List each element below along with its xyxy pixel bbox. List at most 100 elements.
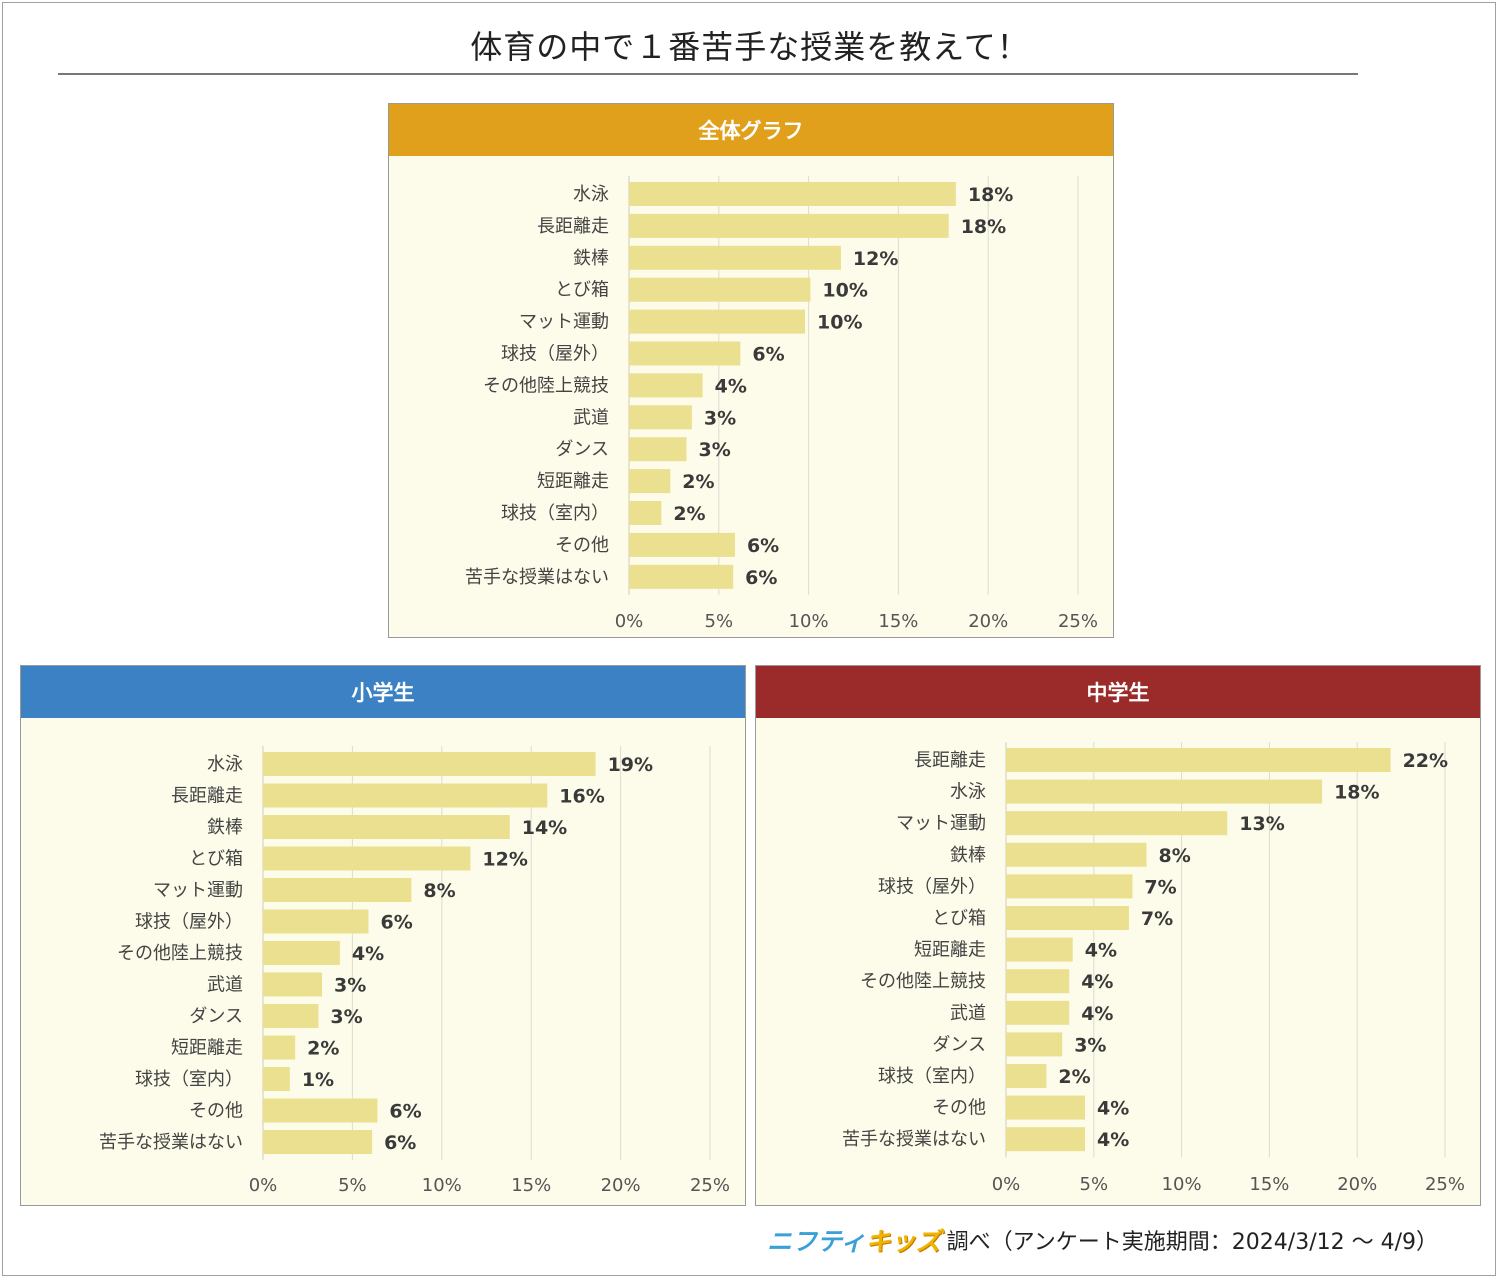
category-label: とび箱 bbox=[555, 280, 609, 301]
x-tick-label: 20% bbox=[1337, 1174, 1377, 1195]
bar bbox=[1006, 779, 1323, 804]
bar bbox=[1006, 748, 1391, 772]
category-label: 苦手な授業はない bbox=[465, 567, 609, 588]
value-label: 3% bbox=[334, 975, 366, 997]
x-tick-label: 0% bbox=[249, 1175, 278, 1196]
bar bbox=[263, 1098, 378, 1123]
x-tick-label: 0% bbox=[992, 1174, 1021, 1195]
bar bbox=[263, 783, 548, 808]
bar bbox=[629, 532, 735, 557]
value-label: 4% bbox=[1081, 971, 1113, 993]
category-label: 球技（室内） bbox=[501, 503, 609, 524]
bar bbox=[629, 469, 671, 494]
x-tick-label: 20% bbox=[601, 1175, 641, 1196]
panel-overall-title: 全体グラフ bbox=[698, 119, 804, 143]
category-label: ダンス bbox=[555, 439, 609, 460]
bar bbox=[263, 1004, 319, 1028]
value-label: 4% bbox=[1097, 1098, 1129, 1120]
category-label: その他 bbox=[189, 1101, 243, 1122]
value-label: 14% bbox=[522, 817, 567, 839]
category-label: 苦手な授業はない bbox=[99, 1132, 243, 1153]
panel-junior-high-header: 中学生 bbox=[756, 666, 1480, 718]
x-tick-label: 25% bbox=[1058, 611, 1098, 632]
category-label: 短距離走 bbox=[537, 471, 609, 492]
category-label: 球技（屋外） bbox=[135, 912, 243, 933]
category-label: 武道 bbox=[573, 407, 609, 428]
value-label: 2% bbox=[307, 1038, 339, 1060]
bar bbox=[263, 752, 596, 776]
value-label: 4% bbox=[1097, 1129, 1129, 1151]
bar bbox=[263, 1130, 373, 1154]
value-label: 12% bbox=[482, 849, 527, 871]
value-label: 4% bbox=[352, 943, 384, 965]
bar bbox=[1006, 1000, 1070, 1025]
bar bbox=[629, 341, 741, 366]
bar bbox=[629, 564, 734, 589]
panel-overall: 全体グラフ 0% 5% 10% 15% 20% 25% 水泳 18% 長距離走 18% 鉄棒 12% と… bbox=[388, 103, 1114, 638]
category-label: その他 bbox=[555, 535, 609, 556]
logo-kids: キッズ bbox=[865, 1227, 941, 1256]
value-label: 8% bbox=[423, 880, 455, 902]
category-label: 鉄棒 bbox=[573, 248, 609, 269]
value-label: 6% bbox=[752, 344, 784, 366]
category-label: その他陸上競技 bbox=[117, 943, 243, 964]
value-label: 18% bbox=[961, 216, 1006, 238]
x-tick-label: 20% bbox=[968, 611, 1008, 632]
category-label: とび箱 bbox=[189, 849, 243, 870]
value-label: 12% bbox=[853, 248, 898, 270]
category-label: 水泳 bbox=[573, 184, 609, 205]
value-label: 6% bbox=[745, 567, 777, 589]
category-label: 長距離走 bbox=[914, 750, 986, 771]
value-label: 7% bbox=[1144, 876, 1176, 898]
bar bbox=[629, 277, 811, 302]
x-tick-label: 5% bbox=[1080, 1174, 1109, 1195]
panel-junior-high-title: 中学生 bbox=[1086, 681, 1150, 705]
bar bbox=[263, 846, 471, 871]
category-label: 短距離走 bbox=[914, 940, 986, 961]
value-label: 2% bbox=[1058, 1066, 1090, 1088]
title-divider bbox=[58, 73, 1358, 75]
category-label: 長距離走 bbox=[537, 216, 609, 237]
bar bbox=[1006, 969, 1070, 994]
value-label: 2% bbox=[682, 471, 714, 493]
category-label: 武道 bbox=[950, 1003, 986, 1024]
value-label: 18% bbox=[968, 184, 1013, 206]
value-label: 4% bbox=[715, 375, 747, 397]
x-tick-label: 25% bbox=[690, 1175, 730, 1196]
bar bbox=[629, 213, 949, 238]
bar bbox=[1006, 1127, 1086, 1152]
bar bbox=[629, 373, 703, 398]
bar bbox=[629, 501, 662, 525]
panel-junior-high: 中学生 0% 5% 10% 15% 20% 25% 長距離走 22% 水泳 18% マット運動 13%… bbox=[755, 665, 1481, 1206]
x-tick-label: 10% bbox=[789, 611, 829, 632]
bar bbox=[1006, 811, 1228, 836]
survey-period: 調べ（アンケート実施期間：2024/3/12 〜 4/9） bbox=[946, 1230, 1438, 1255]
panel-elementary-header: 小学生 bbox=[21, 666, 745, 718]
category-label: マット運動 bbox=[153, 880, 243, 901]
category-label: 球技（室内） bbox=[135, 1069, 243, 1090]
junior-high-chart: 0% 5% 10% 15% 20% 25% 長距離走 22% 水泳 18% マット運動 13% 鉄棒 8%… bbox=[842, 742, 1465, 1195]
x-tick-label: 25% bbox=[1425, 1174, 1465, 1195]
x-tick-label: 0% bbox=[615, 611, 644, 632]
category-label: 苦手な授業はない bbox=[842, 1129, 986, 1150]
bar bbox=[1006, 1064, 1047, 1088]
category-label: 球技（室内） bbox=[878, 1066, 986, 1087]
bar bbox=[629, 405, 692, 430]
x-tick-label: 5% bbox=[705, 611, 734, 632]
category-label: 球技（屋外） bbox=[878, 876, 986, 897]
category-label: とび箱 bbox=[932, 908, 986, 929]
value-label: 6% bbox=[380, 912, 412, 934]
category-label: マット運動 bbox=[519, 312, 609, 333]
value-label: 4% bbox=[1081, 1003, 1113, 1025]
value-label: 19% bbox=[608, 754, 653, 776]
bar bbox=[629, 437, 687, 462]
value-label: 4% bbox=[1085, 940, 1117, 962]
bar bbox=[1006, 1095, 1086, 1120]
category-label: その他陸上競技 bbox=[860, 971, 986, 992]
value-label: 10% bbox=[817, 312, 862, 334]
category-label: 短距離走 bbox=[171, 1038, 243, 1059]
value-label: 3% bbox=[330, 1006, 362, 1028]
bar bbox=[263, 1035, 296, 1060]
bar bbox=[263, 878, 412, 902]
